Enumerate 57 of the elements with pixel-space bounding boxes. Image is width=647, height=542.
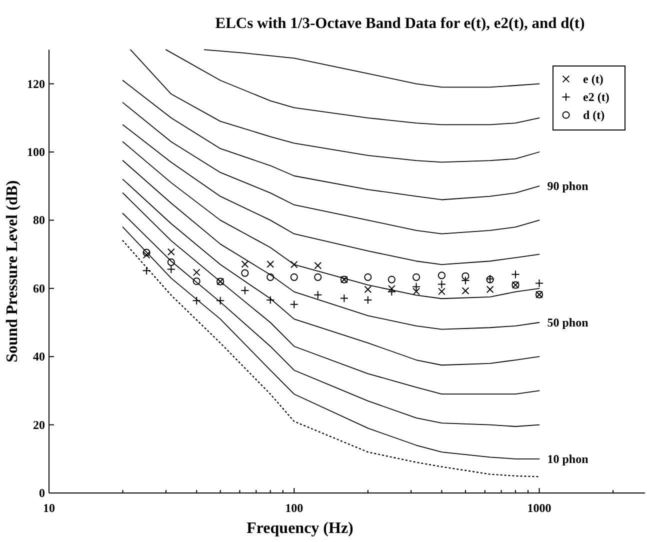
point (364, 286, 372, 294)
legend-label: e2 (t) (583, 90, 610, 104)
point (438, 272, 446, 280)
x-tick-label: 10 (43, 501, 55, 515)
point (266, 260, 274, 268)
point (192, 268, 200, 276)
chart-title: ELCs with 1/3-Octave Band Data for e(t), e2(t), and d(t) (215, 15, 585, 32)
y-tick-label: 0 (39, 486, 45, 500)
point (412, 273, 420, 281)
legend-label: e (t) (583, 72, 604, 86)
x-tick-label: 1000 (527, 501, 552, 515)
y-axis-title: Sound Pressure Level (dB) (4, 180, 21, 362)
point (192, 296, 201, 305)
point (167, 258, 175, 266)
point (511, 270, 520, 279)
point (266, 296, 275, 304)
point (166, 265, 176, 274)
point (438, 288, 446, 296)
y-tick-label: 20 (33, 418, 45, 432)
legend-label: d (t) (583, 108, 605, 122)
point (266, 273, 274, 281)
y-tick-label: 40 (33, 350, 45, 364)
y-tick-label: 60 (33, 281, 45, 296)
x-axis-title: Frequency (Hz) (246, 520, 354, 537)
point (290, 273, 298, 281)
point (142, 251, 150, 259)
series-label: 10 phon (547, 452, 589, 466)
point (192, 277, 200, 286)
point (290, 300, 298, 309)
point (240, 286, 250, 295)
point (142, 266, 151, 275)
point (290, 260, 298, 268)
point (216, 296, 225, 305)
point (340, 294, 348, 303)
x-tick-label: 100 (285, 501, 304, 515)
y-tick-label: 80 (33, 213, 45, 228)
point (461, 276, 470, 285)
point (462, 272, 470, 280)
point (167, 248, 175, 256)
point (241, 260, 249, 268)
point (388, 276, 396, 284)
point (314, 273, 322, 281)
y-tick-label: 120 (27, 76, 45, 91)
point (364, 296, 372, 304)
series-label: 50 phon (547, 316, 589, 330)
point (388, 285, 396, 292)
point (462, 287, 470, 294)
series-label: 90 phon (547, 179, 589, 194)
point (437, 280, 446, 289)
point (364, 273, 372, 281)
point (142, 248, 150, 256)
point (486, 286, 494, 294)
point (314, 290, 322, 300)
y-tick-label: 100 (27, 145, 45, 159)
point (241, 269, 249, 277)
point (314, 262, 322, 270)
point (387, 288, 396, 296)
